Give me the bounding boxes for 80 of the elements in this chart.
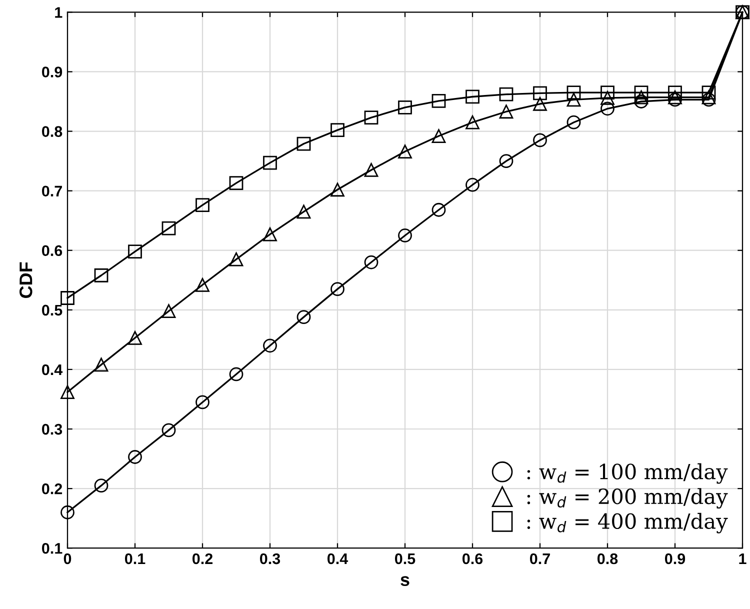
point bbox=[296, 204, 311, 219]
y-tick-label: 0.8 bbox=[42, 126, 62, 137]
point bbox=[566, 92, 581, 107]
point bbox=[94, 268, 108, 282]
x-tick-label: 0.5 bbox=[394, 553, 416, 564]
point bbox=[60, 291, 74, 305]
point bbox=[364, 163, 378, 177]
point bbox=[60, 505, 74, 520]
point bbox=[263, 227, 277, 242]
point bbox=[94, 478, 108, 493]
x-tick-label: 0.7 bbox=[530, 553, 550, 564]
point bbox=[398, 228, 412, 242]
point bbox=[566, 115, 581, 130]
point bbox=[466, 90, 480, 104]
x-tick-label: 0.8 bbox=[597, 553, 618, 564]
y-tick-label: 0.2 bbox=[42, 483, 62, 494]
point bbox=[94, 358, 108, 372]
point bbox=[162, 221, 176, 236]
point bbox=[196, 395, 210, 410]
y-axis-title: CDF bbox=[19, 262, 32, 298]
x-tick-label: 1 bbox=[739, 554, 746, 564]
point bbox=[668, 86, 682, 100]
point bbox=[263, 156, 277, 170]
point bbox=[499, 104, 514, 119]
point bbox=[128, 450, 142, 464]
x-tick-label: 0.1 bbox=[124, 553, 146, 564]
point bbox=[634, 86, 648, 100]
legend-label: : w$_{d}$ = 100 mm/day bbox=[527, 463, 728, 484]
y-tick-label: 0.3 bbox=[42, 424, 62, 435]
point bbox=[330, 282, 344, 296]
point bbox=[398, 144, 412, 158]
point bbox=[600, 86, 614, 100]
point bbox=[296, 310, 311, 324]
point bbox=[229, 252, 244, 266]
y-tick-label: 0.9 bbox=[42, 66, 62, 78]
point bbox=[128, 244, 142, 258]
y-tick-label: 0.7 bbox=[42, 186, 62, 197]
x-tick-label: 0.4 bbox=[327, 553, 348, 564]
x-axis-title: s bbox=[400, 576, 410, 586]
y-tick-label: 1 bbox=[55, 7, 62, 18]
x-tick-label: 0.6 bbox=[462, 553, 483, 564]
point bbox=[162, 304, 176, 318]
point bbox=[196, 198, 210, 212]
point bbox=[128, 330, 142, 345]
point bbox=[600, 102, 614, 116]
legend-label: : w$_{d}$ = 200 mm/day bbox=[527, 488, 728, 509]
y-tick-label: 0.5 bbox=[42, 304, 62, 316]
legend-label: : w$_{d}$ = 400 mm/day bbox=[527, 512, 728, 534]
point bbox=[533, 86, 547, 100]
point bbox=[296, 136, 311, 151]
x-tick-label: 0.9 bbox=[664, 553, 686, 564]
point bbox=[263, 338, 277, 353]
y-tick-label: 0.1 bbox=[42, 542, 62, 554]
x-tick-label: 0.2 bbox=[192, 553, 213, 564]
y-tick-label: 0.6 bbox=[42, 245, 62, 256]
point bbox=[499, 87, 514, 102]
point bbox=[432, 94, 446, 108]
x-tick-label: 0.3 bbox=[260, 553, 280, 564]
point bbox=[364, 110, 378, 125]
point bbox=[499, 154, 514, 168]
point bbox=[229, 367, 244, 382]
point bbox=[533, 96, 547, 111]
point bbox=[60, 385, 74, 400]
point bbox=[533, 133, 547, 148]
point bbox=[432, 129, 446, 143]
point bbox=[432, 202, 446, 217]
point bbox=[466, 178, 480, 192]
point bbox=[162, 423, 176, 438]
point bbox=[466, 115, 480, 130]
point bbox=[398, 100, 412, 114]
point bbox=[229, 176, 244, 190]
x-tick-label: 0 bbox=[64, 553, 72, 564]
point bbox=[330, 123, 344, 138]
point bbox=[702, 86, 716, 100]
y-tick-label: 0.4 bbox=[42, 364, 63, 376]
point bbox=[566, 86, 581, 100]
point bbox=[600, 90, 614, 105]
point bbox=[364, 255, 378, 270]
point bbox=[330, 182, 344, 197]
point bbox=[196, 278, 210, 292]
